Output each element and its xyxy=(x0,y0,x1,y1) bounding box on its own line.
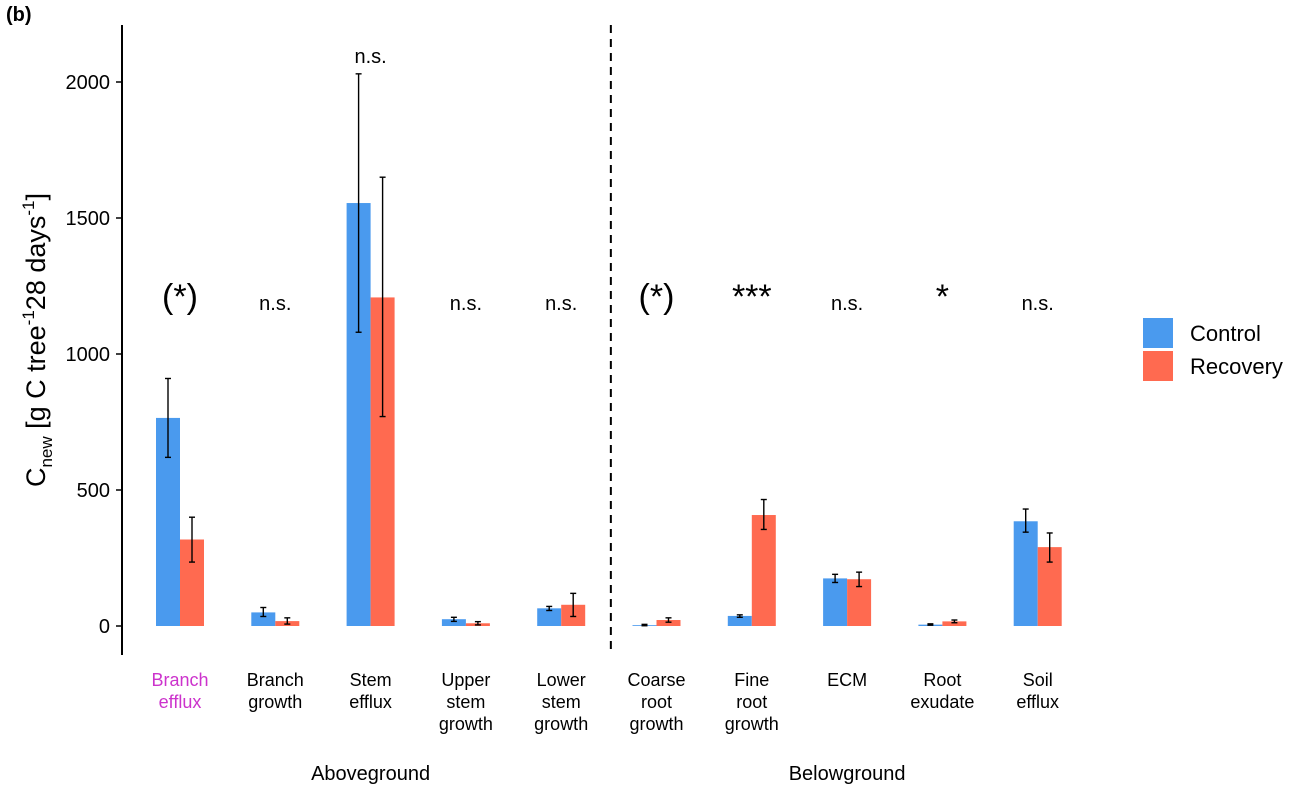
y-tick-label-500: 500 xyxy=(77,480,110,502)
bar-control-6 xyxy=(727,615,752,626)
x-tick-label-4-1: stem xyxy=(542,692,581,712)
x-tick-label-8-0: Root xyxy=(923,670,961,690)
y-tick-label-1500: 1500 xyxy=(66,208,111,230)
x-tick-label-3-0: Upper xyxy=(441,670,490,690)
x-tick-label-9-1: efflux xyxy=(1016,692,1059,712)
y-axis-label: Cnew [g C tree-128 days-1] xyxy=(19,193,56,487)
bar-recovery-8 xyxy=(942,621,967,626)
y-label-main: C xyxy=(21,468,51,488)
significance-label-8: * xyxy=(936,278,949,316)
bar-recovery-6 xyxy=(751,515,776,626)
x-tick-label-9-0: Soil xyxy=(1023,670,1053,690)
x-tick-label-5-1: root xyxy=(641,692,672,712)
significance-label-6: *** xyxy=(732,278,772,316)
x-tick-label-7-0: ECM xyxy=(827,670,867,690)
x-tick-label-0-0: Branch xyxy=(151,670,208,690)
y-label-sup-2: -1 xyxy=(19,200,38,215)
x-tick-label-5-2: growth xyxy=(629,714,683,734)
x-tick-label-1-0: Branch xyxy=(247,670,304,690)
legend-label-recovery: Recovery xyxy=(1190,354,1283,379)
y-label-sup-1: -1 xyxy=(19,310,38,325)
significance-label-4: n.s. xyxy=(545,293,577,315)
y-label-part-2: 28 days xyxy=(21,216,51,311)
x-tick-label-6-0: Fine xyxy=(734,670,769,690)
legend-swatch-recovery xyxy=(1143,351,1173,381)
x-tick-label-6-1: root xyxy=(736,692,767,712)
significance-label-2: n.s. xyxy=(354,46,386,68)
bar-control-4 xyxy=(537,608,562,626)
legend-label-control: Control xyxy=(1190,321,1261,346)
x-tick-label-8-1: exudate xyxy=(910,692,974,712)
x-tick-label-5-0: Coarse xyxy=(627,670,685,690)
x-tick-label-1-1: growth xyxy=(248,692,302,712)
group-label-0: Aboveground xyxy=(311,763,430,785)
y-label-part-3: ] xyxy=(21,193,51,201)
x-tick-label-3-2: growth xyxy=(439,714,493,734)
bar-control-7 xyxy=(823,578,848,626)
y-tick-label-2000: 2000 xyxy=(66,72,111,94)
x-tick-label-3-1: stem xyxy=(446,692,485,712)
significance-label-9: n.s. xyxy=(1022,293,1054,315)
bar-control-9 xyxy=(1013,521,1038,626)
y-tick-label-1000: 1000 xyxy=(66,344,111,366)
significance-label-5: (*) xyxy=(639,278,675,316)
x-tick-label-2-0: Stem xyxy=(350,670,392,690)
panel-label: (b) xyxy=(6,4,32,26)
significance-label-0: (*) xyxy=(162,278,198,316)
y-tick-label-0: 0 xyxy=(99,616,110,638)
bar-control-1 xyxy=(251,612,276,626)
x-tick-label-6-2: growth xyxy=(725,714,779,734)
y-label-sub: new xyxy=(37,436,56,468)
legend-swatch-control xyxy=(1143,318,1173,348)
significance-label-7: n.s. xyxy=(831,293,863,315)
y-label-part-1: [g C tree xyxy=(21,325,51,436)
x-tick-label-4-2: growth xyxy=(534,714,588,734)
significance-label-3: n.s. xyxy=(450,293,482,315)
bar-recovery-5 xyxy=(656,620,681,626)
x-tick-label-4-0: Lower xyxy=(537,670,586,690)
x-tick-label-0-1: efflux xyxy=(159,692,202,712)
significance-label-1: n.s. xyxy=(259,293,291,315)
group-label-1: Belowground xyxy=(789,763,906,785)
x-tick-label-2-1: efflux xyxy=(349,692,392,712)
bar-control-3 xyxy=(441,619,466,626)
